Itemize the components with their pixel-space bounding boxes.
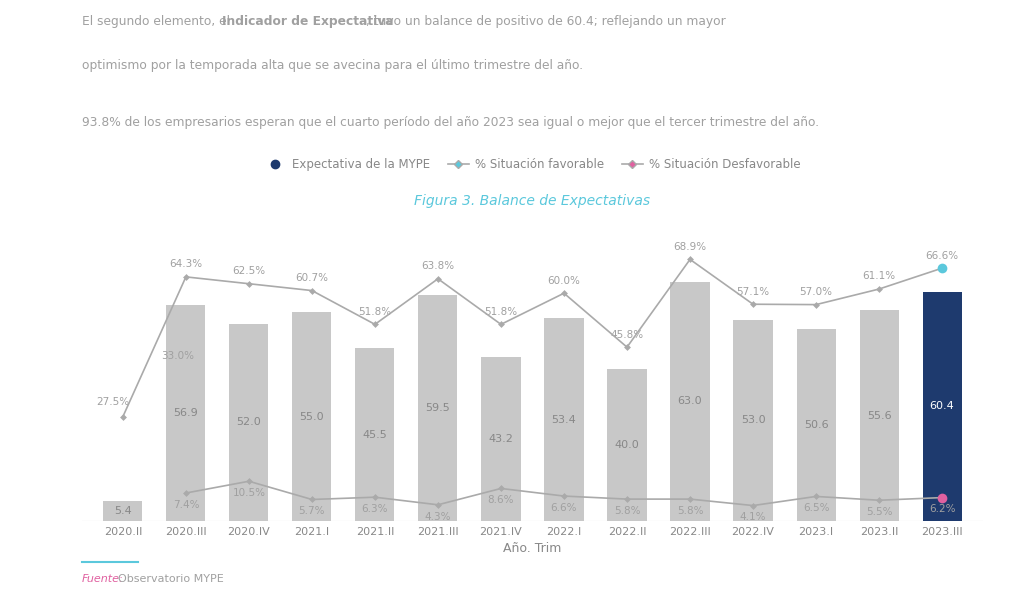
Bar (545, 318, 584, 521)
Text: 59.5: 59.5 (426, 403, 451, 413)
Text: 40.0: 40.0 (614, 440, 639, 450)
Text: 60.0%: 60.0% (548, 276, 581, 286)
Bar (671, 282, 710, 521)
Text: 63.0: 63.0 (678, 397, 702, 407)
Bar (923, 292, 962, 521)
Text: 45.8%: 45.8% (610, 329, 643, 340)
Text: 33.0%: 33.0% (161, 350, 194, 361)
Text: El segundo elemento, el: El segundo elemento, el (82, 16, 233, 28)
Text: 43.2: 43.2 (488, 434, 513, 444)
Text: 4.3%: 4.3% (425, 512, 452, 522)
Text: 4.1%: 4.1% (739, 512, 766, 522)
Text: 61.1%: 61.1% (862, 271, 896, 282)
Text: Observatorio MYPE: Observatorio MYPE (118, 574, 223, 583)
Text: 5.8%: 5.8% (613, 506, 640, 516)
Text: 51.8%: 51.8% (484, 307, 517, 317)
Bar (229, 323, 268, 521)
Text: 5.8%: 5.8% (677, 506, 703, 516)
Text: 50.6: 50.6 (804, 420, 828, 430)
Text: 6.2%: 6.2% (929, 504, 955, 515)
Text: 27.5%: 27.5% (96, 397, 130, 407)
Text: 68.9%: 68.9% (674, 242, 707, 252)
Text: 93.8% de los empresarios esperan que el cuarto período del año 2023 sea igual o : 93.8% de los empresarios esperan que el … (82, 116, 819, 129)
Bar (733, 320, 772, 521)
Text: 7.4%: 7.4% (173, 500, 199, 510)
Bar (355, 348, 394, 521)
Text: 60.7%: 60.7% (296, 273, 329, 283)
Text: 55.6: 55.6 (866, 410, 891, 420)
Text: 57.0%: 57.0% (800, 287, 833, 297)
Text: optimismo por la temporada alta que se avecina para el último trimestre del año.: optimismo por la temporada alta que se a… (82, 59, 583, 72)
Text: 6.6%: 6.6% (551, 503, 578, 513)
Text: Indicador de Expectativa: Indicador de Expectativa (221, 16, 393, 28)
Text: 8.6%: 8.6% (487, 495, 514, 506)
Text: 52.0: 52.0 (237, 418, 261, 427)
Text: 5.7%: 5.7% (299, 506, 326, 516)
Text: 6.5%: 6.5% (803, 503, 829, 513)
Bar (293, 312, 332, 521)
Bar (859, 310, 899, 521)
Text: 6.3%: 6.3% (361, 504, 388, 514)
Text: 66.6%: 66.6% (926, 250, 958, 261)
Bar (166, 305, 206, 521)
Text: 53.0: 53.0 (740, 416, 765, 425)
Bar (797, 329, 836, 521)
Text: 45.5: 45.5 (362, 429, 387, 440)
Legend: Expectativa de la MYPE, % Situación favorable, % Situación Desfavorable: Expectativa de la MYPE, % Situación favo… (260, 153, 805, 176)
Text: 5.5%: 5.5% (866, 507, 892, 517)
X-axis label: Año. Trim: Año. Trim (503, 542, 562, 555)
Bar (607, 369, 646, 521)
Text: Figura 3. Balance de Expectativas: Figura 3. Balance de Expectativas (415, 193, 650, 208)
Text: 56.9: 56.9 (173, 408, 199, 418)
Text: 10.5%: 10.5% (232, 488, 265, 498)
Bar (419, 295, 458, 521)
Text: 55.0: 55.0 (300, 412, 325, 422)
Text: 53.4: 53.4 (552, 415, 577, 425)
Text: , tuvo un balance de positivo de 60.4; reflejando un mayor: , tuvo un balance de positivo de 60.4; r… (366, 16, 726, 28)
Bar (481, 357, 520, 521)
Text: 57.1%: 57.1% (736, 287, 770, 297)
Text: 63.8%: 63.8% (422, 261, 455, 271)
Text: 60.4: 60.4 (930, 401, 954, 412)
Bar (103, 501, 142, 521)
Text: 62.5%: 62.5% (232, 266, 265, 276)
Text: 51.8%: 51.8% (358, 307, 391, 317)
Text: 64.3%: 64.3% (169, 259, 203, 270)
Text: Fuente:: Fuente: (82, 574, 124, 583)
Text: 5.4: 5.4 (114, 506, 132, 516)
